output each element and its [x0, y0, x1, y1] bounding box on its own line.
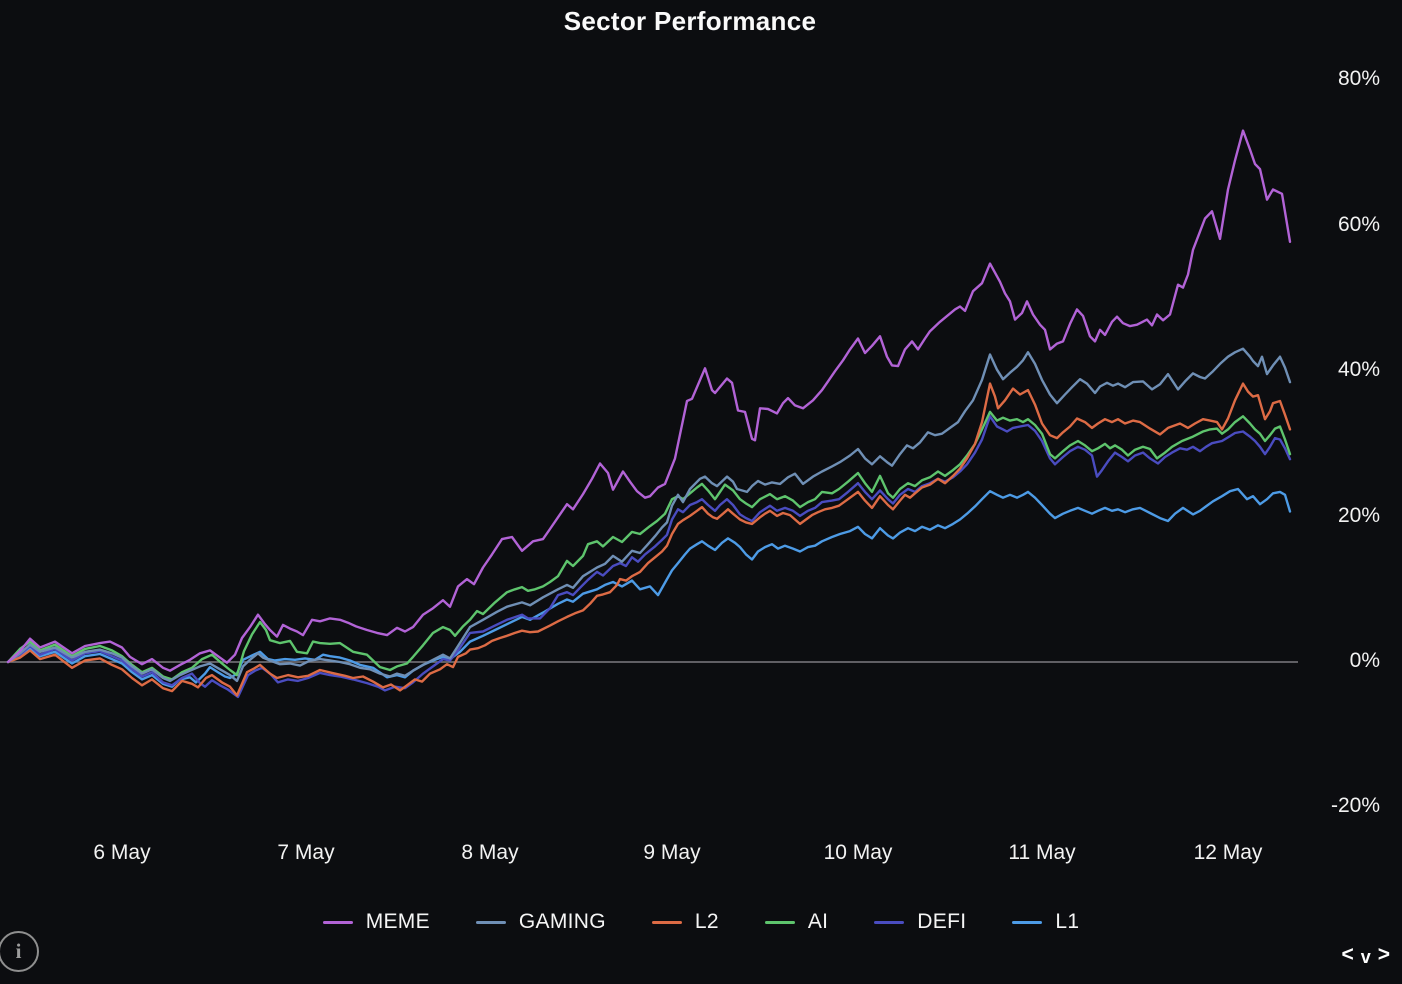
legend-label: MEME [365, 910, 430, 933]
info-icon-glyph: i [15, 939, 22, 963]
x-axis-label: 8 May [461, 841, 519, 864]
x-axis-label: 10 May [823, 841, 893, 864]
nav-next-arrow[interactable]: > [1377, 943, 1390, 966]
series-line-gaming [6, 347, 1292, 683]
legend: MEME GAMING L2 AI DEFI L1 [0, 910, 1402, 934]
legend-swatch-l2 [651, 920, 682, 924]
y-axis-label: 80% [1337, 67, 1380, 91]
series-line-meme [6, 129, 1292, 672]
legend-label: L2 [694, 910, 719, 933]
legend-label: GAMING [518, 910, 606, 933]
legend-item-l1[interactable]: L1 [1012, 910, 1079, 934]
legend-item-ai[interactable]: AI [764, 910, 829, 934]
nav-controls: < v > [1341, 943, 1390, 967]
x-axis-label: 11 May [1008, 841, 1076, 864]
x-axis-label: 9 May [643, 841, 701, 864]
y-axis-label: 60% [1337, 212, 1380, 236]
y-axis-label: -20% [1330, 794, 1380, 818]
legend-label: DEFI [917, 910, 967, 933]
y-axis-label: 0% [1349, 649, 1380, 672]
x-axis-label: 6 May [93, 841, 151, 864]
nav-collapse-chevron[interactable]: v [1360, 946, 1371, 967]
legend-item-meme[interactable]: MEME [322, 910, 430, 934]
legend-swatch-l1 [1012, 920, 1043, 924]
series-line-ai [6, 410, 1292, 681]
legend-swatch-gaming [475, 920, 506, 924]
legend-swatch-ai [764, 920, 795, 924]
legend-item-l2[interactable]: L2 [651, 910, 719, 934]
series-line-l2 [6, 382, 1292, 697]
series-line-l1 [6, 487, 1292, 688]
info-icon[interactable]: i [0, 931, 39, 972]
legend-item-gaming[interactable]: GAMING [475, 910, 606, 934]
y-axis-label: 40% [1337, 358, 1380, 382]
legend-label: AI [807, 910, 829, 933]
x-axis-label: 7 May [277, 841, 335, 864]
legend-swatch-meme [322, 920, 353, 924]
legend-label: L1 [1055, 910, 1080, 933]
nav-prev-arrow[interactable]: < [1341, 943, 1354, 966]
legend-swatch-defi [874, 920, 905, 924]
series-line-defi [6, 415, 1292, 699]
x-axis-label: 12 May [1193, 841, 1263, 864]
chart-title: Sector Performance [563, 6, 817, 36]
legend-item-defi[interactable]: DEFI [874, 910, 966, 934]
y-axis-label: 20% [1337, 503, 1380, 527]
